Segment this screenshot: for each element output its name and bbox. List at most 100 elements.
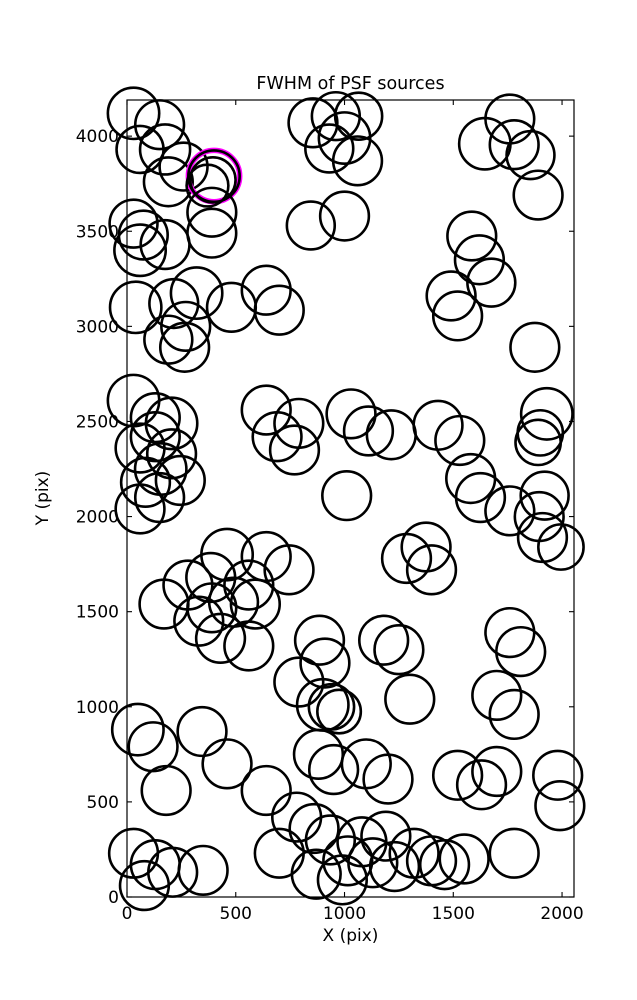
x-tick-label: 1000 [323, 904, 366, 924]
psf-source-circle [140, 764, 192, 817]
psf-source-circle [148, 277, 200, 330]
psf-source-circle [509, 321, 561, 373]
psf-source-circle [186, 186, 238, 238]
psf-source-circle [505, 129, 556, 181]
y-tick-label: 3500 [76, 222, 119, 242]
psf-source-circle [431, 749, 484, 801]
y-axis-label: Y (pix) [33, 471, 53, 527]
psf-source-circle [418, 838, 471, 891]
x-tick-label: 2000 [540, 904, 583, 924]
psf-source-circle [488, 827, 540, 879]
psf-source-circle [454, 471, 507, 524]
psf-source-circle [223, 620, 275, 672]
psf-source-circle [438, 833, 490, 885]
psf-source-circle [154, 454, 206, 507]
psf-source-circle [316, 854, 368, 906]
psf-source-circle [347, 837, 399, 889]
psf-source-circle [384, 673, 436, 725]
psf-source-circle [360, 810, 412, 862]
psf-source-circle [368, 840, 421, 893]
psf-source-circle [285, 200, 337, 251]
psf-source-circle [307, 682, 356, 731]
psf-source-circle [106, 86, 161, 141]
psf-source-circle [115, 124, 165, 175]
psf-source-circle [145, 428, 198, 480]
psf-source-circle [362, 753, 414, 805]
psf-source-circle [108, 198, 159, 249]
psf-source-circle [425, 270, 477, 322]
psf-source-circle [519, 470, 570, 521]
psf-source-circle [519, 386, 574, 441]
psf-source-circle [495, 625, 547, 678]
psf-source-circle [358, 614, 410, 666]
psf-source-circle [431, 290, 484, 342]
psf-source-circle [288, 802, 340, 855]
plot-frame [126, 99, 575, 898]
psf-source-circle [185, 163, 230, 208]
psf-source-circle [317, 111, 372, 166]
psf-source-circle [331, 135, 384, 187]
psf-source-circle [169, 266, 224, 321]
psf-source-circle [318, 190, 371, 242]
psf-source-circle [189, 155, 237, 204]
psf-source-circle [514, 418, 563, 467]
x-axis-label: X (pix) [323, 926, 379, 946]
x-tick-label: 0 [122, 904, 133, 924]
x-tick-label: 500 [220, 904, 252, 924]
psf-source-circle [158, 141, 209, 192]
psf-source-circle [488, 688, 540, 741]
psf-source-circle [186, 582, 238, 634]
psf-source-circle [240, 264, 292, 316]
psf-source-circle [158, 321, 211, 373]
y-tick-label: 2000 [76, 508, 119, 528]
psf-source-circle [325, 388, 377, 440]
psf-source-circle [307, 743, 360, 796]
psf-source-circle [484, 485, 536, 537]
psf-source-circle [290, 848, 342, 900]
psf-source-circle [373, 624, 425, 676]
psf-source-circle [114, 483, 166, 535]
psf-source-circle [534, 780, 586, 832]
psf-source-circle [471, 669, 523, 722]
psf-source-circle [304, 814, 357, 866]
psf-source-circle [119, 456, 172, 508]
psf-source-circle [160, 300, 212, 353]
chart-title: FWHM of PSF sources [256, 74, 444, 94]
psf-source-circle [240, 384, 292, 436]
psf-source-circle [316, 688, 363, 735]
psf-source-circle [186, 207, 238, 259]
psf-source-circle [194, 612, 247, 664]
psf-source-circle [512, 169, 564, 221]
y-tick-label: 1500 [76, 603, 119, 623]
psf-source-circle [321, 469, 373, 522]
x-axis-ticks: 0 500 1000 1500 2000 [122, 100, 584, 924]
psf-source-circle [405, 544, 458, 596]
psf-source-circle [240, 764, 292, 817]
y-tick-label: 1000 [76, 698, 119, 718]
psf-source-circle [537, 523, 585, 571]
psf-source-circle [142, 156, 194, 208]
y-tick-label: 3000 [76, 317, 119, 337]
psf-source-circle [268, 424, 321, 476]
psf-source-circle [293, 614, 346, 666]
psf-source-circle [229, 578, 281, 630]
data-points-layer [106, 86, 586, 912]
psf-source-circle [110, 702, 165, 757]
psf-source-circle [108, 280, 163, 335]
psf-source-circle [118, 859, 171, 912]
psf-source-circle [532, 749, 584, 801]
psf-source-circle [223, 559, 275, 611]
psf-source-circle [287, 97, 339, 149]
psf-source-circle [273, 656, 325, 708]
psf-source-circle [299, 637, 351, 689]
psf-source-circle [114, 422, 166, 474]
psf-source-circle [138, 123, 192, 176]
psf-source-circle [400, 521, 452, 573]
y-tick-label: 500 [87, 793, 119, 813]
psf-source-circle [113, 223, 168, 278]
psf-source-circle [466, 257, 517, 308]
psf-source-circle [201, 738, 253, 790]
y-tick-label: 2500 [76, 412, 119, 432]
psf-source-circle [471, 745, 523, 798]
